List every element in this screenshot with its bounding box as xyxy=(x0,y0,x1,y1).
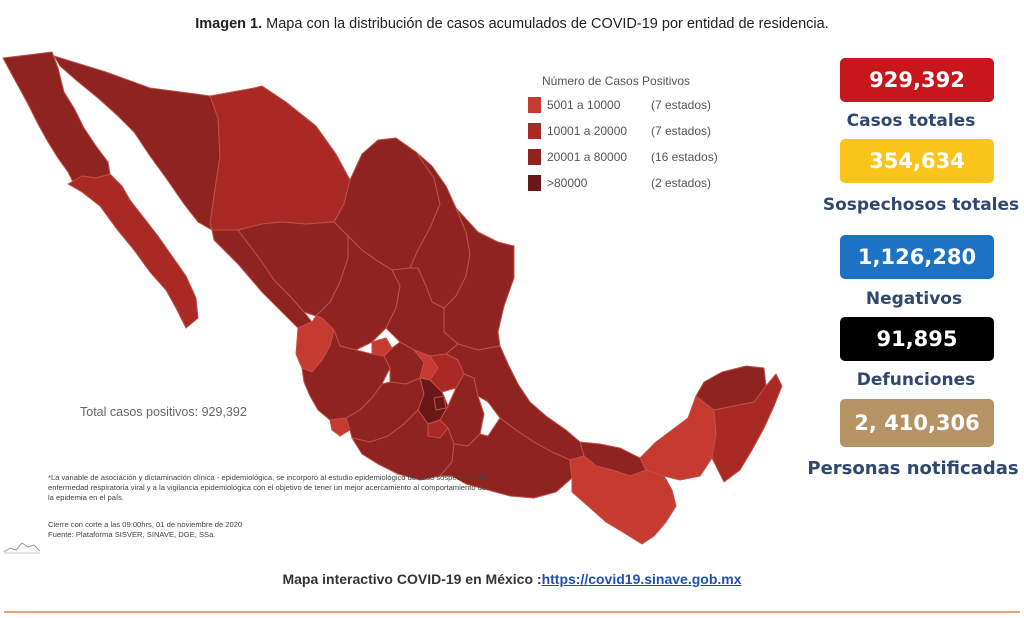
notified-label: Personas notificadas xyxy=(807,458,1019,479)
suspects-label: Sospechosos totales xyxy=(822,195,1020,215)
cases-total-value: 929,392 xyxy=(869,68,965,92)
state-quintana-roo xyxy=(711,373,783,483)
legend-item: 5001 a 10000 (7 estados) xyxy=(528,96,711,114)
footer-text: Mapa interactivo COVID-19 en México : xyxy=(282,571,542,587)
deaths-value: 91,895 xyxy=(876,327,958,351)
state-chiapas xyxy=(569,455,677,545)
figure-caption: Imagen 1. Mapa con la distribución de ca… xyxy=(0,16,1024,32)
legend-swatch xyxy=(528,123,541,139)
caption-label: Imagen 1. xyxy=(195,16,263,32)
state-chihuahua xyxy=(209,85,351,231)
legend-item: 10001 a 20000 (7 estados) xyxy=(528,122,711,140)
deaths-label: Defunciones xyxy=(856,370,976,390)
legend-item: 20001 a 80000 (16 estados) xyxy=(528,148,718,166)
notified-value: 2, 410,306 xyxy=(854,411,980,435)
negatives-value-box: 1,126,280 xyxy=(840,235,994,279)
negatives-value: 1,126,280 xyxy=(857,245,977,269)
state-sonora xyxy=(53,55,221,231)
suspects-value-box: 354,634 xyxy=(840,139,994,183)
state-guerrero xyxy=(351,409,455,481)
legend-count: (7 estados) xyxy=(651,98,712,112)
legend-swatch xyxy=(528,149,541,165)
deaths-value-box: 91,895 xyxy=(840,317,994,361)
legend-swatch xyxy=(528,175,541,191)
legend-title: Número de Casos Positivos xyxy=(542,74,691,88)
legend-range: >80000 xyxy=(547,176,588,190)
state-campeche xyxy=(639,395,717,481)
legend-swatch xyxy=(528,97,541,113)
legend-count: (16 estados) xyxy=(651,150,718,164)
cutoff-date: Cierre con corte a las 09:00hrs, 01 de n… xyxy=(48,520,243,529)
negatives-label: Negativos xyxy=(865,289,963,309)
map-panel: Número de Casos Positivos 5001 a 10000 (… xyxy=(0,46,800,560)
interactive-map-link[interactable]: https://covid19.sinave.gob.mx xyxy=(541,571,742,587)
methodology-note: *La variable de asociación y dictaminaci… xyxy=(48,473,488,502)
data-source: Fuente: Plataforma SISVER, SINAVE, DGE, … xyxy=(48,529,216,539)
legend-item: >80000 (2 estados) xyxy=(528,174,711,192)
total-positive-cases-text: Total casos positivos: 929,392 xyxy=(80,405,247,419)
suspects-value: 354,634 xyxy=(869,149,965,173)
legend-range: 5001 a 10000 xyxy=(547,98,621,112)
cases-total-value-box: 929,392 xyxy=(840,58,994,102)
cases-total-label: Casos totales xyxy=(846,111,976,131)
state-baja-california-sur xyxy=(67,173,199,329)
notified-value-box: 2, 410,306 xyxy=(840,399,994,447)
state-colima xyxy=(329,417,351,437)
mexico-map xyxy=(2,51,783,545)
legend-count: (7 estados) xyxy=(651,124,712,138)
interactive-map-footer: Mapa interactivo COVID-19 en México :htt… xyxy=(0,571,1024,587)
state-ciudad-de-mexico xyxy=(433,395,447,411)
caption-text: Mapa con la distribución de casos acumul… xyxy=(262,16,829,32)
legend-range: 10001 a 20000 xyxy=(547,124,628,138)
bottom-divider xyxy=(4,611,1020,613)
chart-line-icon xyxy=(3,542,41,554)
legend-range: 20001 a 80000 xyxy=(547,150,628,164)
legend-count: (2 estados) xyxy=(651,176,712,190)
cutoff-source: Cierre con corte a las 09:00hrs, 01 de n… xyxy=(48,520,488,539)
